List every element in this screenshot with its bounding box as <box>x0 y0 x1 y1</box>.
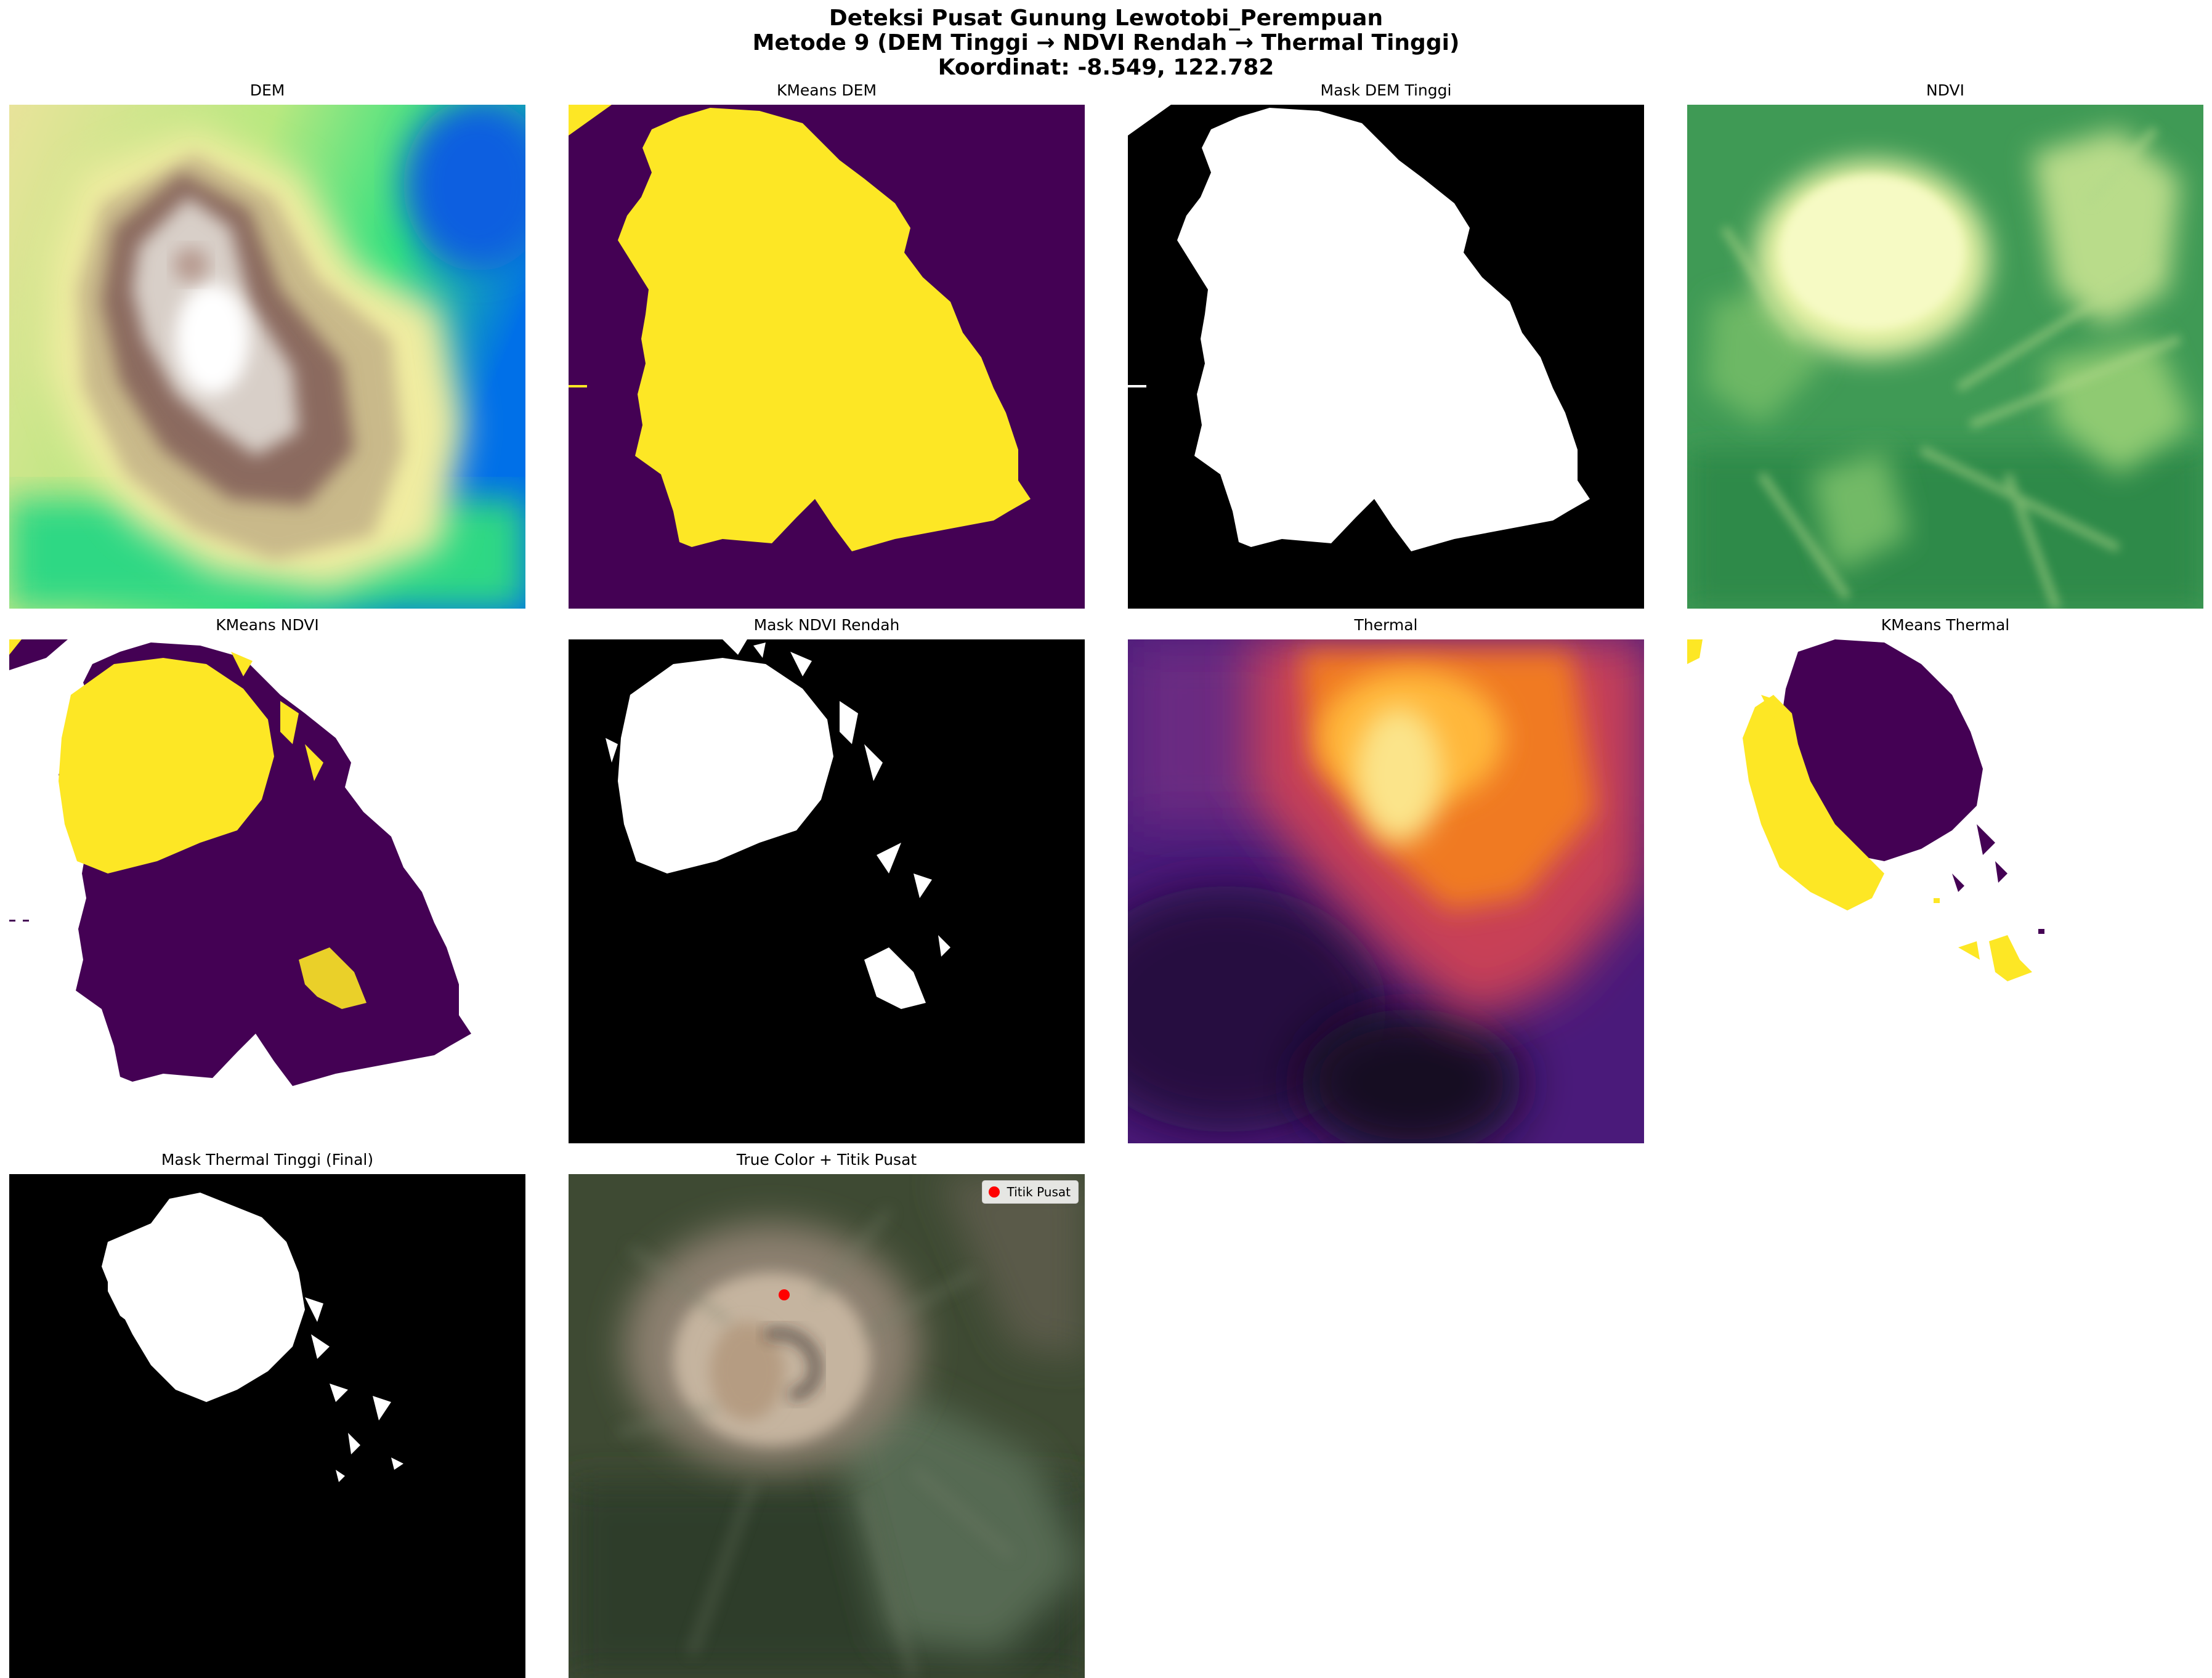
red-dot-marker-icon <box>988 1186 1000 1198</box>
mask-ndvi-rendah-panel <box>569 639 1085 1143</box>
thermal-panel <box>1128 639 1644 1143</box>
ndvi-panel <box>1687 105 2203 609</box>
thermal-image <box>1128 639 1644 1143</box>
figure-title-line-1: Deteksi Pusat Gunung Lewotobi_Perempuan <box>828 6 1384 31</box>
kmeans-thermal-image <box>1687 639 2203 1143</box>
kmeans-dem-image <box>569 105 1085 609</box>
legend-label: Titik Pusat <box>1007 1185 1071 1199</box>
dem-panel <box>9 105 525 609</box>
panel-title-kmeans-ndvi: KMeans NDVI <box>216 616 319 634</box>
panel-title-ndvi: NDVI <box>1926 81 1964 99</box>
kmeans-ndvi-image <box>9 639 525 1143</box>
ndvi-image <box>1687 105 2203 609</box>
mask-ndvi-rendah-image <box>569 639 1085 1143</box>
mask-thermal-tinggi-final-panel <box>9 1174 525 1678</box>
mask-dem-tinggi-panel <box>1128 105 1644 609</box>
panel-title-mask-thermal-tinggi-final: Mask Thermal Tinggi (Final) <box>161 1151 374 1169</box>
kmeans-ndvi-panel <box>9 639 525 1143</box>
kmeans-thermal-panel <box>1687 639 2203 1143</box>
true-color-image <box>569 1174 1085 1678</box>
panel-title-true-color-titik-pusat: True Color + Titik Pusat <box>736 1151 917 1169</box>
panel-title-mask-dem-tinggi: Mask DEM Tinggi <box>1320 81 1452 99</box>
figure-title-line-2: Metode 9 (DEM Tinggi → NDVI Rendah → The… <box>752 30 1460 55</box>
legend-box: Titik Pusat <box>981 1180 1079 1204</box>
true-color-titik-pusat-panel: Titik Pusat <box>569 1174 1085 1678</box>
panel-title-thermal: Thermal <box>1354 616 1418 634</box>
mask-dem-tinggi-image <box>1128 105 1644 609</box>
dem-image <box>9 105 525 609</box>
panel-title-kmeans-thermal: KMeans Thermal <box>1881 616 2010 634</box>
panel-title-kmeans-dem: KMeans DEM <box>776 81 877 99</box>
figure-title-line-3: Koordinat: -8.549, 122.782 <box>938 55 1274 80</box>
titik-pusat-marker <box>779 1289 790 1300</box>
panel-title-mask-ndvi-rendah: Mask NDVI Rendah <box>753 616 900 634</box>
kmeans-dem-panel <box>569 105 1085 609</box>
panel-title-dem: DEM <box>249 81 285 99</box>
mask-thermal-tinggi-final-image <box>9 1174 525 1678</box>
